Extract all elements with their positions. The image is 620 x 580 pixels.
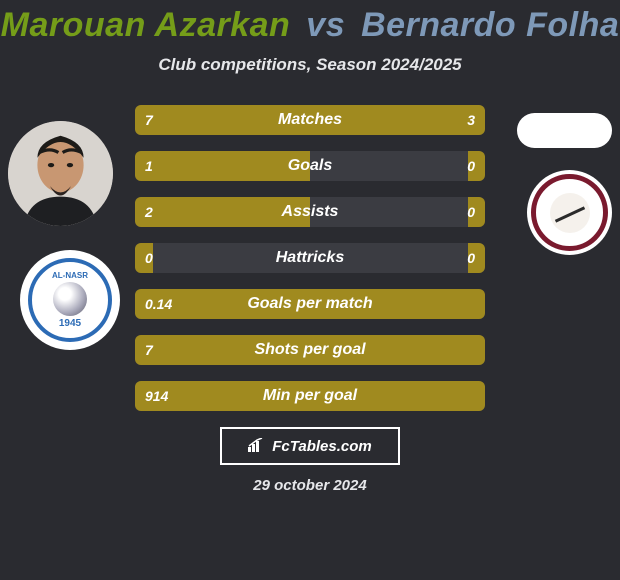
bar-track [135,243,485,273]
stat-row: 00Hattricks [135,243,485,273]
stat-row: 0.14Goals per match [135,289,485,319]
player1-value: 2 [135,197,163,227]
player2-photo [517,113,612,148]
club-badge-center [550,193,590,233]
player2-club-badge [527,170,612,255]
vs-label: vs [306,6,345,44]
club-badge-inner: AL-NASR 1945 [28,258,112,342]
player1-name: Marouan Azarkan [1,6,291,44]
player2-name: Bernardo Folha [361,6,619,44]
club-badge-inner [531,174,608,251]
stat-row: 914Min per goal [135,381,485,411]
club-badge-stroke-icon [554,206,584,222]
footer-date: 29 october 2024 [0,477,620,494]
player1-value: 7 [135,335,163,365]
player1-value: 914 [135,381,178,411]
player1-bar [135,289,485,319]
player1-value: 0 [135,243,163,273]
player2-value: 0 [457,151,485,181]
player1-avatar-icon [8,121,113,226]
player2-value: 3 [457,105,485,135]
player1-bar [135,381,485,411]
stats-comparison-chart: 73Matches10Goals20Assists00Hattricks0.14… [135,105,485,411]
player1-club-badge: AL-NASR 1945 [20,250,120,350]
brand-text: FcTables.com [272,438,371,455]
player1-value: 7 [135,105,163,135]
stat-row: 73Matches [135,105,485,135]
player2-value: 0 [457,243,485,273]
comparison-title: Marouan Azarkan vs Bernardo Folha [0,0,620,45]
brand-badge: FcTables.com [220,427,400,465]
soccer-ball-icon [53,282,87,316]
chart-icon [248,438,266,455]
subtitle: Club competitions, Season 2024/2025 [0,55,620,75]
stat-row: 20Assists [135,197,485,227]
club-badge-name: AL-NASR [52,271,88,280]
player2-value: 0 [457,197,485,227]
player1-photo [8,121,113,226]
player1-value: 1 [135,151,163,181]
player1-bar [135,335,485,365]
stat-row: 10Goals [135,151,485,181]
player1-value: 0.14 [135,289,182,319]
club-badge-year: 1945 [59,318,81,329]
stat-row: 7Shots per goal [135,335,485,365]
